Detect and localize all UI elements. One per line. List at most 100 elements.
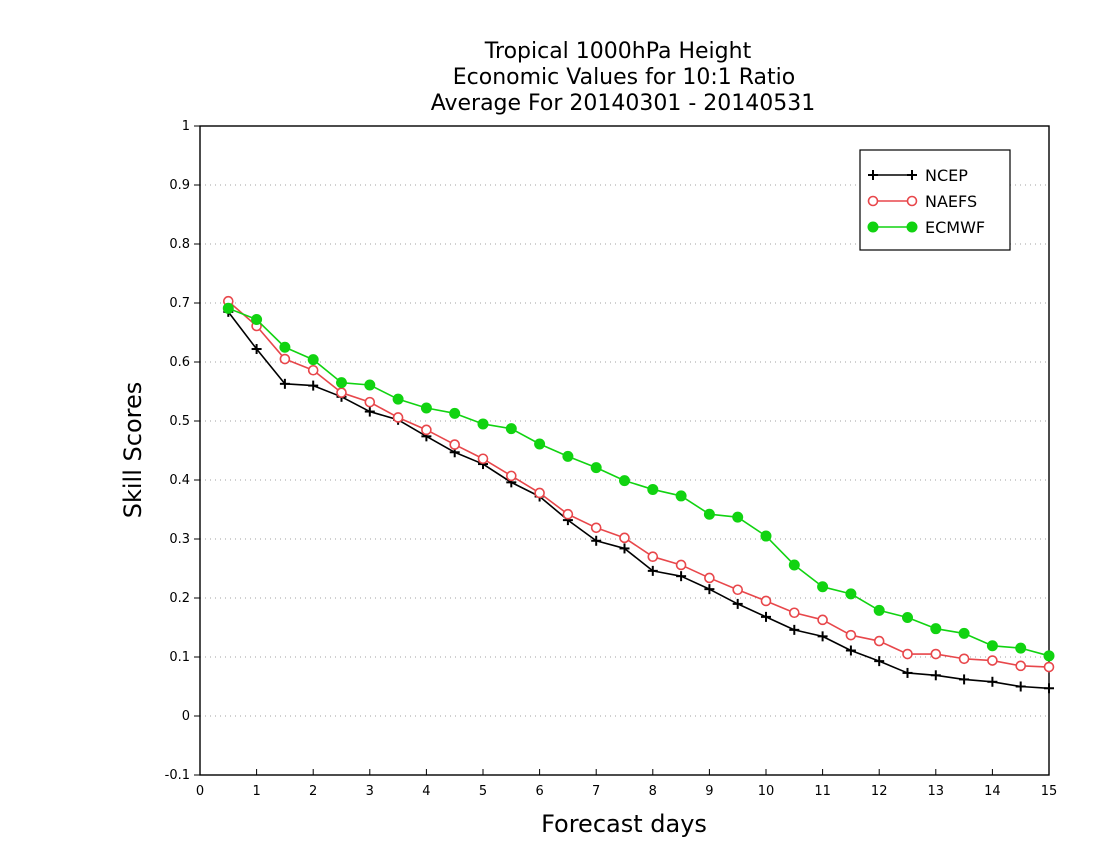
data-point-naefs [987, 655, 998, 666]
data-point-naefs [788, 607, 800, 619]
data-point-ecmwf [732, 511, 744, 523]
x-tick-label: 9 [705, 784, 713, 799]
x-tick-label: 0 [196, 784, 204, 799]
data-point-ncep [251, 344, 262, 355]
legend: NCEP NAEFS ECMWF [859, 149, 1011, 251]
data-point-ecmwf [477, 418, 489, 430]
data-point-naefs [449, 439, 461, 450]
data-point-naefs [562, 508, 574, 520]
data-point-ncep [364, 406, 375, 417]
legend-marker-start-naefs [867, 195, 879, 207]
x-tick-label: 8 [649, 784, 657, 799]
y-tick-label: 0.1 [169, 650, 190, 665]
data-point-ecmwf [392, 393, 404, 405]
data-point-ecmwf [562, 450, 574, 462]
data-point-ncep [308, 380, 319, 391]
legend-box [859, 149, 1011, 251]
data-point-naefs [364, 396, 376, 408]
legend-marker-start-ecmwf [867, 221, 879, 233]
y-tick-label: 0.4 [169, 473, 190, 488]
data-point-naefs [647, 551, 659, 563]
data-point-ecmwf [703, 508, 715, 520]
data-point-ecmwf [675, 490, 687, 502]
title-line-1: Tropical 1000hPa Height [484, 39, 752, 64]
y-tick-label: 0.8 [169, 237, 190, 252]
data-point-ncep [732, 598, 743, 609]
data-point-ecmwf [590, 462, 602, 474]
data-point-ncep [930, 670, 941, 681]
legend-item-ncep: NCEP [868, 166, 968, 185]
x-tick-label: 10 [758, 784, 775, 799]
x-tick-label: 13 [928, 784, 945, 799]
data-point-ncep [619, 543, 630, 554]
data-point-naefs [421, 424, 432, 436]
data-point-naefs [534, 487, 545, 499]
data-point-naefs [619, 532, 630, 544]
data-point-ecmwf [364, 379, 376, 391]
axes: -0.100.10.20.30.40.50.60.70.80.910 1 2 3 4 5 6… [165, 119, 1058, 799]
x-tick-label: 14 [984, 784, 1001, 799]
data-point-ncep [959, 674, 970, 685]
data-point-ecmwf [902, 611, 913, 623]
y-tick-label: 0.5 [169, 414, 190, 429]
data-point-naefs [760, 595, 772, 607]
y-tick-label: 0 [182, 709, 190, 724]
legend-marker-end-ncep [907, 170, 917, 180]
data-point-ecmwf [619, 475, 630, 487]
data-point-ecmwf [222, 302, 234, 314]
data-point-ncep [817, 631, 828, 642]
legend-label-ncep: NCEP [925, 166, 968, 185]
data-point-naefs [817, 614, 828, 626]
data-point-naefs [336, 387, 347, 398]
data-point-naefs [590, 522, 602, 534]
data-point-ecmwf [986, 640, 998, 652]
legend-item-ecmwf: ECMWF [867, 218, 985, 237]
data-point-ecmwf [336, 377, 347, 389]
legend-label-naefs: NAEFS [925, 192, 977, 211]
data-point-ecmwf [251, 314, 263, 326]
legend-marker-end-ecmwf [906, 221, 918, 233]
data-point-ncep [676, 571, 687, 582]
y-tick-label: 0.2 [169, 591, 190, 606]
data-point-ecmwf [845, 588, 857, 600]
data-point-ncep [987, 676, 998, 687]
x-tick-label: 2 [309, 784, 317, 799]
data-point-ecmwf [534, 438, 546, 450]
data-point-naefs [1043, 661, 1055, 673]
data-series [222, 295, 1055, 694]
y-tick-label: 0.6 [169, 355, 190, 370]
data-point-ecmwf [817, 581, 829, 593]
data-point-ncep [1015, 681, 1026, 692]
data-point-ecmwf [930, 623, 942, 635]
data-point-ecmwf [958, 627, 970, 639]
data-point-ecmwf [505, 423, 517, 435]
data-point-naefs [1015, 660, 1027, 672]
x-tick-label: 7 [592, 784, 600, 799]
legend-item-naefs: NAEFS [867, 192, 977, 211]
x-tick-label: 5 [479, 784, 487, 799]
data-point-naefs [307, 364, 319, 376]
data-point-ncep [591, 535, 602, 546]
data-point-ecmwf [873, 604, 885, 616]
data-point-ecmwf [760, 530, 772, 542]
y-tick-label: 0.7 [169, 296, 190, 311]
data-point-naefs [279, 353, 291, 365]
plot-frame [199, 125, 1050, 776]
data-point-naefs [675, 559, 687, 571]
data-point-naefs [732, 584, 744, 596]
data-point-ecmwf [420, 402, 432, 414]
x-axis-title: Forecast days [541, 810, 707, 838]
data-point-naefs [902, 648, 913, 660]
legend-marker-start-ncep [868, 170, 878, 180]
x-tick-label: 1 [252, 784, 260, 799]
data-point-naefs [392, 412, 404, 423]
data-point-ncep [845, 645, 856, 656]
data-point-ecmwf [1015, 642, 1027, 654]
data-point-ncep [874, 656, 885, 667]
data-point-ecmwf [279, 341, 291, 353]
data-point-naefs [845, 629, 857, 641]
series-naefs [223, 295, 1055, 673]
